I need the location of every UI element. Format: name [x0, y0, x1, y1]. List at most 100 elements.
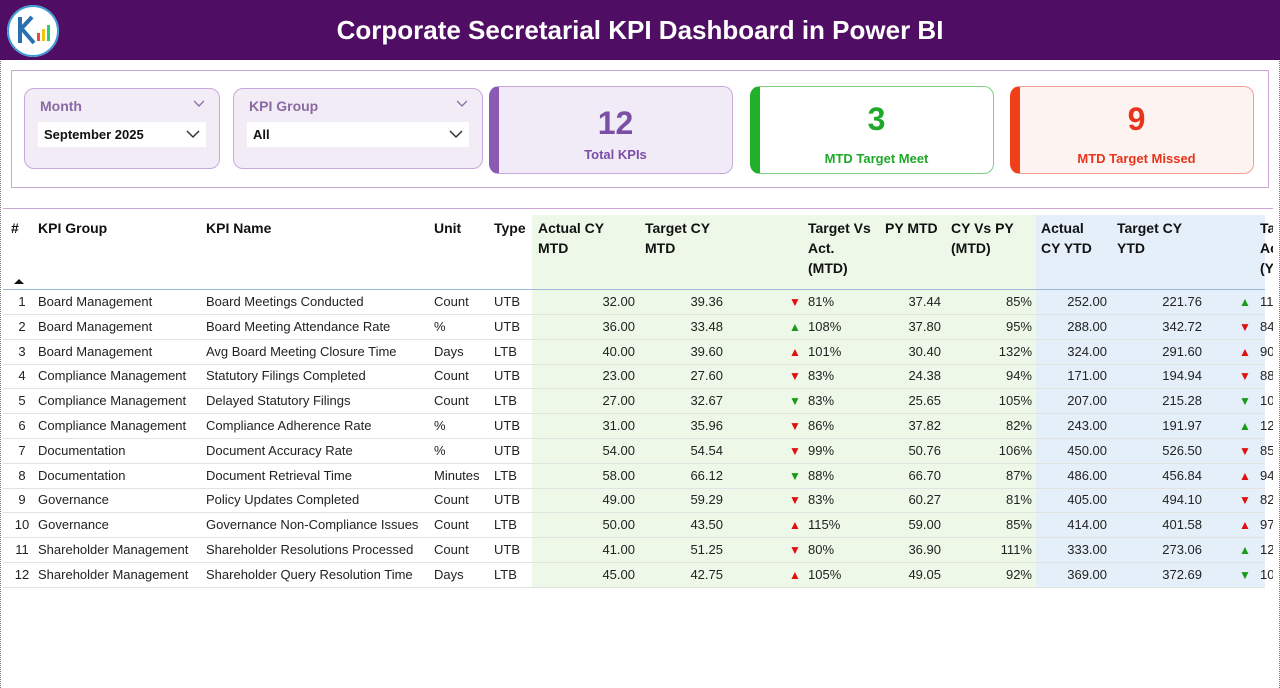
column-header[interactable]: PY MTD	[885, 220, 938, 236]
table-cell: 37.44	[908, 294, 941, 309]
status-arrow: ▲	[1239, 419, 1251, 433]
table-cell: 37.80	[908, 318, 941, 334]
table-cell: 288.00	[1067, 318, 1107, 334]
dropdown-chevron[interactable]	[186, 129, 200, 139]
column-header[interactable]: CY Vs PY (MTD)	[951, 220, 1014, 256]
row-divider	[3, 388, 1265, 390]
table-cell: 30.40	[908, 343, 941, 359]
table-cell: Days	[434, 343, 464, 359]
table-cell: 221.76	[1162, 294, 1202, 309]
status-arrow: ▼	[789, 394, 801, 409]
column-header[interactable]: Target Vs Act. (YTD)	[1260, 220, 1273, 276]
kpi-card: 3 MTD Target Meet	[750, 86, 994, 174]
column-header[interactable]: Type	[494, 220, 526, 236]
table-cell: 414.00	[1067, 517, 1107, 533]
table-cell: 51.25	[690, 542, 723, 557]
status-arrow: ▲	[789, 344, 801, 359]
column-header[interactable]: Actual CY YTD	[1041, 220, 1092, 256]
table-cell: Shareholder Resolutions Processed	[206, 542, 414, 557]
status-arrow: ▼	[1239, 394, 1251, 409]
table-cell: 105%	[998, 393, 1032, 409]
table-cell: 86%	[808, 418, 835, 433]
table-cell: 40.00	[602, 343, 635, 359]
sort-indicator[interactable]	[13, 277, 25, 285]
column-header[interactable]: Target CY MTD	[645, 220, 710, 256]
table-cell: 39.60	[690, 343, 723, 359]
slicer-dropdown[interactable]: All	[247, 122, 469, 147]
table-cell: UTB	[494, 442, 520, 458]
table-cell: 27.60	[690, 368, 723, 384]
status-arrow: ▼	[789, 419, 801, 433]
logo	[7, 5, 59, 57]
slicer[interactable]: Month September 2025	[24, 88, 220, 169]
table-cell: %	[434, 318, 446, 334]
mtd-column-band	[532, 215, 1036, 587]
table-cell: 59.00	[908, 517, 941, 533]
column-header[interactable]: KPI Group	[38, 220, 108, 236]
column-header[interactable]: #	[11, 220, 19, 236]
table-cell: Count	[434, 542, 469, 557]
table-cell: 215.28	[1162, 393, 1202, 409]
table-cell: Compliance Management	[38, 393, 187, 409]
slicer-header-chevron[interactable]	[194, 99, 204, 109]
table-cell: 342.72	[1162, 318, 1202, 334]
status-arrow: ▼	[789, 369, 801, 384]
table-cell: 6	[18, 418, 26, 433]
table-cell: Avg Board Meeting Closure Time	[206, 343, 397, 359]
table-cell: 25.65	[908, 393, 941, 409]
status-arrow: ▼	[1239, 493, 1251, 508]
table-cell: 88%	[808, 467, 835, 483]
status-arrow: ▼	[789, 493, 801, 508]
table-cell: 369.00	[1067, 566, 1107, 582]
slicer[interactable]: KPI Group All	[233, 88, 483, 169]
row-divider	[3, 462, 1265, 464]
table-cell: 85%	[1005, 517, 1032, 533]
slicer-dropdown[interactable]: September 2025	[38, 122, 206, 147]
column-header[interactable]: KPI Name	[206, 220, 272, 236]
status-arrow: ▼	[1239, 443, 1251, 458]
table-cell: 36.90	[908, 542, 941, 557]
slicer-header-chevron[interactable]	[457, 99, 467, 109]
column-header[interactable]: Target Vs Act. (MTD)	[808, 220, 871, 276]
kpi-table: # KPI Group KPI Name Unit Type Actual CY MTD T…	[3, 208, 1273, 688]
table-cell: LTB	[494, 566, 517, 582]
table-cell: 24.38	[908, 368, 941, 384]
table-cell: 32.67	[690, 393, 723, 409]
status-arrow: ▼	[1239, 369, 1251, 384]
table-cell: 243.00	[1067, 418, 1107, 433]
table-cell: Compliance Management	[38, 418, 187, 433]
status-arrow: ▲	[789, 518, 801, 533]
table-cell: 526.50	[1162, 442, 1202, 458]
table-cell: 94%	[1260, 467, 1273, 483]
status-arrow: ▲	[789, 567, 801, 582]
row-divider	[3, 562, 1265, 563]
table-cell: 372.69	[1162, 566, 1202, 582]
table-cell: 1	[18, 294, 26, 309]
table-cell: 83%	[808, 492, 835, 508]
table-cell: 88%	[1260, 368, 1273, 384]
column-header[interactable]: Target CY YTD	[1117, 220, 1182, 256]
table-cell: Statutory Filings Completed	[206, 368, 366, 384]
table-cell: 104%	[1260, 393, 1273, 409]
table-cell: 50.00	[602, 517, 635, 533]
column-header[interactable]: Unit	[434, 220, 462, 236]
column-header[interactable]: Actual CY MTD	[538, 220, 604, 256]
table-cell: 486.00	[1067, 467, 1107, 483]
dropdown-chevron[interactable]	[449, 129, 463, 139]
table-cell: Count	[434, 393, 469, 409]
table-cell: LTB	[494, 393, 517, 409]
table-cell: 401.58	[1162, 517, 1202, 533]
table-cell: 101%	[808, 343, 842, 359]
table-cell: Days	[434, 566, 464, 582]
table-cell: 39.36	[690, 294, 723, 309]
row-divider	[3, 512, 1265, 514]
status-arrow: ▼	[789, 543, 801, 557]
table-cell: 54.54	[690, 442, 723, 458]
table-cell: 115%	[808, 517, 841, 533]
table-cell: Board Management	[38, 343, 153, 359]
table-cell: 32.00	[602, 294, 635, 309]
table-cell: 108%	[808, 318, 842, 334]
table-cell: 194.94	[1162, 368, 1202, 384]
table-cell: %	[434, 442, 446, 458]
table-cell: 42.75	[690, 566, 723, 582]
